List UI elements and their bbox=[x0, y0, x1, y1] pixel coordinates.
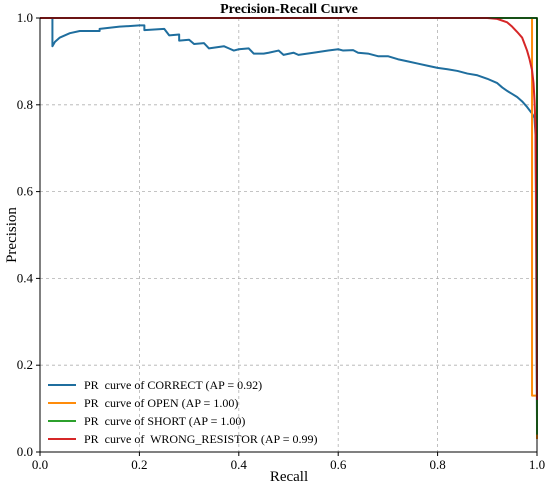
x-tick-label: 0.2 bbox=[131, 457, 147, 472]
legend-label-2: PR curve of SHORT (AP = 1.00) bbox=[84, 414, 245, 428]
legend-label-3: PR curve of WRONG_RESISTOR (AP = 0.99) bbox=[84, 432, 318, 446]
chart-title: Precision-Recall Curve bbox=[220, 2, 358, 17]
y-tick-label: 0.4 bbox=[17, 270, 34, 285]
series-layer bbox=[40, 17, 538, 439]
x-tick-label: 0.0 bbox=[32, 457, 48, 472]
series-line-1 bbox=[40, 17, 538, 439]
x-axis-title: Recall bbox=[270, 469, 308, 485]
y-tick-label: 1.0 bbox=[17, 10, 33, 25]
y-tick-label: 0.6 bbox=[17, 184, 34, 199]
x-tick-label: 0.4 bbox=[231, 457, 248, 472]
series-line-2 bbox=[40, 17, 538, 435]
tick-layer: 0.0 0.2 0.4 0.6 0.8 1.0 0.0 0.2 0.4 0.6 0.8 1.0 bbox=[17, 10, 545, 472]
legend-label-0: PR curve of CORRECT (AP = 0.92) bbox=[84, 378, 262, 392]
x-tick-label: 1.0 bbox=[529, 457, 545, 472]
y-axis-title: Precision bbox=[4, 207, 20, 263]
series-line-0 bbox=[40, 17, 538, 422]
x-tick-label: 0.6 bbox=[330, 457, 347, 472]
series-line-3 bbox=[40, 17, 538, 400]
y-tick-label: 0.0 bbox=[17, 444, 33, 459]
plot-frame bbox=[39, 17, 538, 453]
grid-layer bbox=[40, 18, 537, 452]
y-tick-label: 0.8 bbox=[17, 97, 33, 112]
y-tick-label: 0.2 bbox=[17, 357, 33, 372]
legend: PR curve of CORRECT (AP = 0.92) PR curve … bbox=[48, 378, 318, 446]
x-tick-label: 0.8 bbox=[429, 457, 445, 472]
legend-label-1: PR curve of OPEN (AP = 1.00) bbox=[84, 396, 238, 410]
